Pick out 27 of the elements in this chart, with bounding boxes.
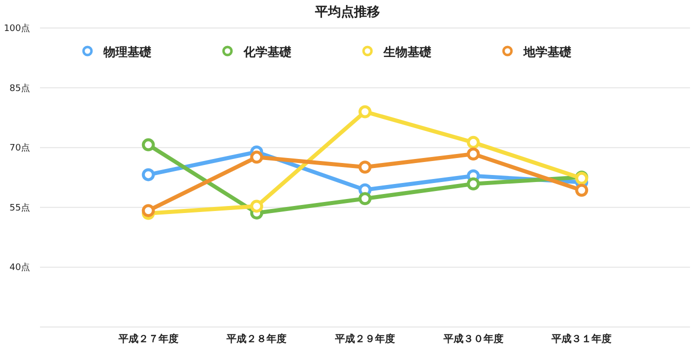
point <box>466 147 480 160</box>
x-tick-label: 平成２８年度 <box>226 333 287 344</box>
point <box>358 160 372 174</box>
point <box>250 200 264 213</box>
point <box>142 168 155 182</box>
point <box>575 184 588 197</box>
legend-label: 化学基礎 <box>242 45 292 59</box>
x-tick-label: 平成３０年度 <box>442 333 504 344</box>
point <box>142 138 155 152</box>
y-tick-label: 40点 <box>10 262 30 274</box>
point <box>466 177 480 190</box>
legend-label: 生物基礎 <box>382 45 432 59</box>
chart-title: 平均点推移 <box>314 4 380 20</box>
point <box>358 105 372 118</box>
y-tick-label: 55点 <box>10 202 30 214</box>
x-tick-label: 平成２７年度 <box>117 333 178 344</box>
point <box>142 204 155 218</box>
x-tick-label: 平成３１年度 <box>550 333 612 344</box>
point <box>250 150 264 164</box>
point <box>358 192 372 206</box>
legend-label: 物理基礎 <box>102 45 152 59</box>
y-tick-label: 70点 <box>10 142 30 154</box>
legend-label: 地学基礎 <box>522 45 572 59</box>
y-tick-label: 85点 <box>10 82 30 94</box>
x-tick-label: 平成２９年度 <box>334 333 395 344</box>
point <box>466 136 480 149</box>
y-tick-label: 100点 <box>4 23 30 34</box>
